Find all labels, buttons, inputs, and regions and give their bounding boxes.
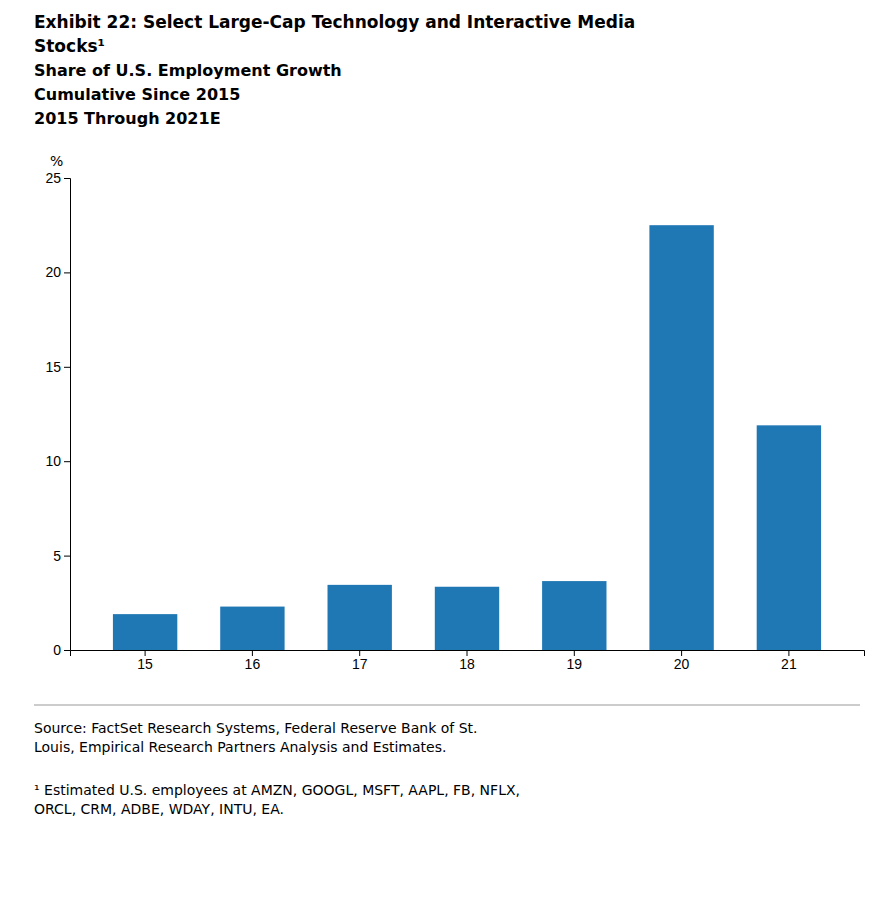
title: Stocks¹ [34,36,105,56]
tick-label: 21 [781,656,797,672]
tick-label: 18 [459,656,475,672]
annotation-line: Source: FactSet Research Systems, Federa… [34,720,477,736]
tick: 20 [45,264,70,280]
bar [113,614,177,650]
title: Exhibit 22: Select Large-Cap Technology … [34,12,635,32]
bars [113,225,821,650]
tick-label: 15 [45,359,61,375]
tick: 18 [459,650,475,672]
tick-label: 15 [137,656,153,672]
bar [649,225,713,650]
tick-label: 16 [245,656,261,672]
tick-label: 25 [45,170,61,186]
tick-mark [64,367,70,368]
tick-mark [64,272,70,273]
bar [542,581,606,650]
subtitle: Cumulative Since 2015 [34,85,240,104]
subtitle: 2015 Through 2021E [34,109,221,128]
tick: 19 [567,650,583,672]
bar [220,607,284,650]
tick: 0 [53,642,70,658]
axis-title: % [50,153,63,169]
bar [757,425,821,650]
tick-label: 17 [352,656,368,672]
tick: 5 [53,548,70,564]
tick: 15 [137,650,153,672]
tick: 16 [245,650,261,672]
tick: 10 [45,453,70,469]
separator [34,705,860,706]
tick-label: 20 [674,656,690,672]
tick: 21 [781,650,797,672]
bar [435,587,499,650]
tick-mark [64,461,70,462]
annotation-line: ORCL, CRM, ADBE, WDAY, INTU, EA. [34,801,284,817]
tick-mark [64,556,70,557]
annotation-line: ¹ Estimated U.S. employees at AMZN, GOOG… [34,782,520,798]
tick-mark [64,650,70,651]
subtitle: Share of U.S. Employment Growth [34,61,342,80]
tick-label: 0 [53,642,61,658]
tick: 17 [352,650,368,672]
bar [328,585,392,650]
tick-label: 19 [567,656,583,672]
plot: 0 5 10 15 20 25 15 16 17 18 19 20 21 [45,170,864,672]
tick-label: 5 [53,548,61,564]
tick: 15 [45,359,70,375]
tick-label: 10 [45,453,61,469]
tick-label: 20 [45,264,61,280]
tick: 25 [45,170,70,186]
y-axis: 0 5 10 15 20 25 [45,170,70,658]
annotation-line: Louis, Empirical Research Partners Analy… [34,739,446,755]
annotation: Source: FactSet Research Systems, Federa… [34,720,477,755]
chart-canvas: Exhibit 22: Select Large-Cap Technology … [0,0,894,905]
x-axis: 15 16 17 18 19 20 21 [71,650,865,672]
axis-line [64,179,71,651]
annotation: ¹ Estimated U.S. employees at AMZN, GOOG… [34,782,520,817]
tick-mark [64,178,70,179]
tick: 20 [674,650,690,672]
